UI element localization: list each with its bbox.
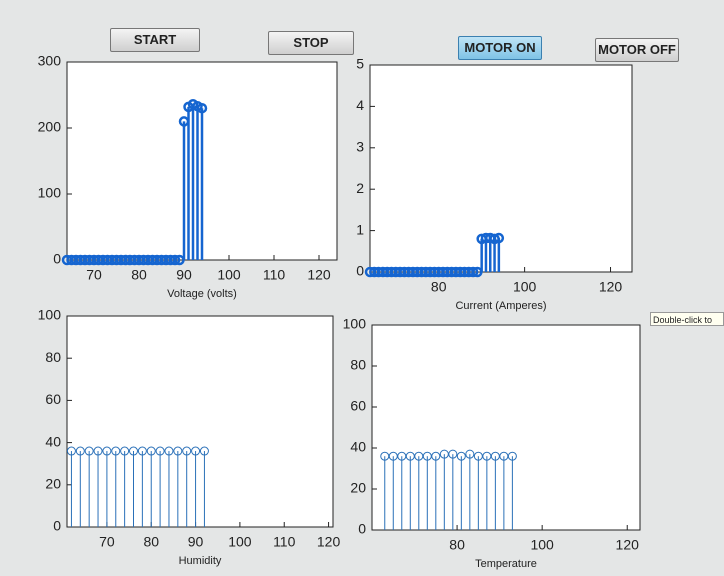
y-tick-label: 100 — [38, 307, 62, 323]
x-tick-label: 120 — [599, 279, 623, 295]
x-axis-label: Temperature — [475, 558, 537, 570]
y-tick-label: 40 — [45, 433, 61, 449]
y-tick-label: 80 — [45, 349, 61, 365]
x-tick-label: 70 — [86, 267, 102, 283]
x-tick-label: 120 — [317, 534, 341, 550]
x-axis-label: Humidity — [179, 555, 222, 567]
x-axis-label: Current (Amperes) — [455, 300, 546, 312]
y-tick-label: 20 — [45, 476, 61, 492]
x-tick-label: 90 — [188, 534, 204, 550]
x-tick-label: 80 — [131, 267, 147, 283]
tooltip: Double-click to — [650, 312, 724, 326]
y-tick-label: 40 — [350, 439, 366, 455]
x-tick-label: 100 — [530, 537, 554, 553]
x-tick-label: 110 — [273, 534, 296, 550]
y-tick-label: 60 — [350, 398, 366, 414]
y-tick-label: 300 — [38, 53, 62, 69]
x-tick-label: 120 — [616, 537, 640, 553]
y-tick-label: 0 — [53, 518, 61, 534]
plots: 0100200300708090100110120Voltage (volts)… — [0, 0, 724, 576]
y-tick-label: 0 — [53, 251, 61, 267]
y-tick-label: 0 — [356, 263, 364, 279]
y-tick-label: 100 — [343, 316, 367, 332]
x-tick-label: 70 — [99, 534, 115, 550]
x-tick-label: 110 — [263, 267, 286, 283]
x-tick-label: 80 — [431, 279, 447, 295]
y-tick-label: 2 — [356, 180, 364, 196]
x-tick-label: 100 — [217, 267, 241, 283]
x-tick-label: 100 — [513, 279, 537, 295]
y-tick-label: 0 — [358, 521, 366, 537]
app-window: START STOP MOTOR ON MOTOR OFF 0100200300… — [0, 0, 724, 576]
y-tick-label: 4 — [356, 97, 364, 113]
y-tick-label: 20 — [350, 480, 366, 496]
x-tick-label: 80 — [143, 534, 159, 550]
y-tick-label: 80 — [350, 357, 366, 373]
y-tick-label: 5 — [356, 56, 364, 72]
x-tick-label: 90 — [176, 267, 192, 283]
x-axis-label: Voltage (volts) — [167, 288, 237, 300]
x-tick-label: 80 — [449, 537, 465, 553]
y-tick-label: 60 — [45, 391, 61, 407]
y-tick-label: 100 — [38, 185, 62, 201]
axes-box — [372, 325, 640, 530]
x-tick-label: 100 — [228, 534, 252, 550]
x-tick-label: 120 — [307, 267, 331, 283]
y-tick-label: 200 — [38, 119, 62, 135]
y-tick-label: 3 — [356, 139, 364, 155]
y-tick-label: 1 — [356, 221, 364, 237]
